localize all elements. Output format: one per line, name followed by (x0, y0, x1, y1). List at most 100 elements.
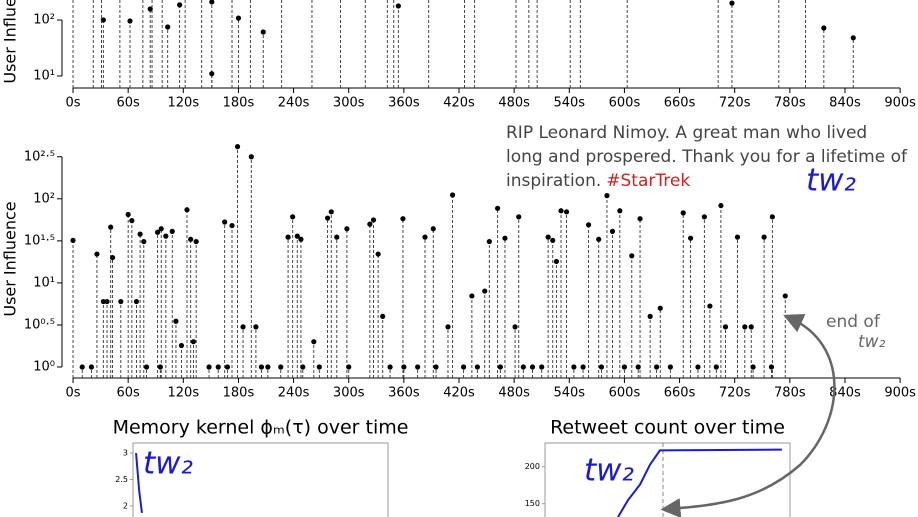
point (177, 2, 183, 8)
point (401, 364, 407, 370)
point (158, 226, 164, 232)
point (539, 364, 545, 370)
point (571, 364, 577, 370)
point (647, 313, 653, 319)
point (742, 324, 748, 330)
point (324, 215, 331, 221)
point (193, 238, 199, 245)
point (782, 293, 788, 299)
point (109, 254, 116, 261)
point (460, 364, 467, 370)
x-tick-label: 600s (609, 96, 641, 111)
point (629, 253, 635, 259)
end-note: tw₂ (858, 332, 886, 352)
point (637, 216, 643, 222)
series-label: tw₂ (806, 163, 856, 199)
y-tick-label: 10¹ (33, 275, 55, 290)
point (265, 364, 271, 370)
point (311, 339, 317, 345)
point (316, 364, 322, 370)
point (178, 342, 185, 349)
x-tick-label: 660s (664, 96, 696, 111)
point (497, 364, 503, 370)
point (344, 226, 350, 232)
x-tick-label: 240s (278, 386, 310, 401)
point (260, 29, 266, 35)
point (657, 305, 663, 311)
tweet-text: long and prospered. Thank you for a life… (506, 147, 908, 167)
chart-title: Memory kernel ϕₘ(τ) over time (113, 417, 409, 439)
point (580, 364, 586, 370)
point (395, 3, 401, 9)
point (768, 364, 775, 370)
point (294, 233, 300, 239)
x-tick-label: 120s (168, 96, 200, 111)
point (100, 298, 106, 305)
point (520, 364, 526, 370)
x-tick-label: 240s (278, 96, 310, 111)
arrow (660, 314, 836, 517)
y-tick-label: 10² (33, 191, 55, 206)
plot-frame (132, 442, 389, 517)
x-tick-label: 720s (719, 96, 751, 111)
point (653, 364, 660, 370)
x-tick-label: 180s (223, 96, 255, 111)
point (821, 25, 827, 31)
point (190, 339, 197, 345)
point (222, 219, 228, 225)
point (585, 222, 592, 228)
point (375, 251, 381, 257)
point (248, 154, 254, 160)
point (278, 364, 284, 370)
point (298, 236, 304, 242)
point (367, 221, 373, 227)
point (486, 238, 492, 245)
point (104, 298, 110, 305)
point (553, 258, 560, 265)
hashtag: #StarTrek (606, 171, 690, 191)
point (70, 237, 76, 244)
point (474, 364, 480, 370)
point (328, 209, 334, 215)
point (387, 364, 393, 370)
point (750, 364, 756, 370)
x-tick-label: 480s (498, 386, 530, 401)
x-tick-label: 840s (829, 96, 861, 111)
point (285, 234, 291, 240)
point (469, 293, 475, 299)
point (635, 364, 641, 370)
x-tick-label: 360s (388, 386, 420, 401)
point (850, 35, 856, 41)
x-tick-label: 840s (829, 386, 861, 401)
point (695, 364, 701, 370)
point (100, 17, 106, 23)
y-tick-label: 200 (525, 462, 540, 471)
point (516, 214, 522, 220)
point (229, 222, 235, 229)
x-tick-label: 0s (66, 386, 81, 401)
x-tick-label: 60s (117, 96, 141, 111)
point (94, 251, 100, 257)
point (495, 205, 501, 211)
point (707, 303, 713, 309)
x-tick-label: 300s (333, 386, 365, 401)
point (133, 298, 140, 305)
point (667, 364, 673, 370)
point (143, 364, 150, 370)
x-tick-label: 480s (498, 96, 530, 111)
point (687, 235, 694, 241)
x-tick-label: 600s (609, 386, 641, 401)
point (415, 364, 421, 370)
point (502, 235, 508, 241)
point (88, 364, 95, 370)
point (734, 234, 741, 240)
point (290, 214, 296, 220)
chart-title: Retweet count over time (550, 417, 785, 439)
x-tick-label: 780s (774, 386, 806, 401)
point (550, 237, 556, 244)
y-axis-label: User Influence (1, 0, 20, 84)
y-tick-label: 10⁰·⁵ (24, 317, 55, 332)
point (722, 324, 729, 330)
point (545, 234, 551, 240)
